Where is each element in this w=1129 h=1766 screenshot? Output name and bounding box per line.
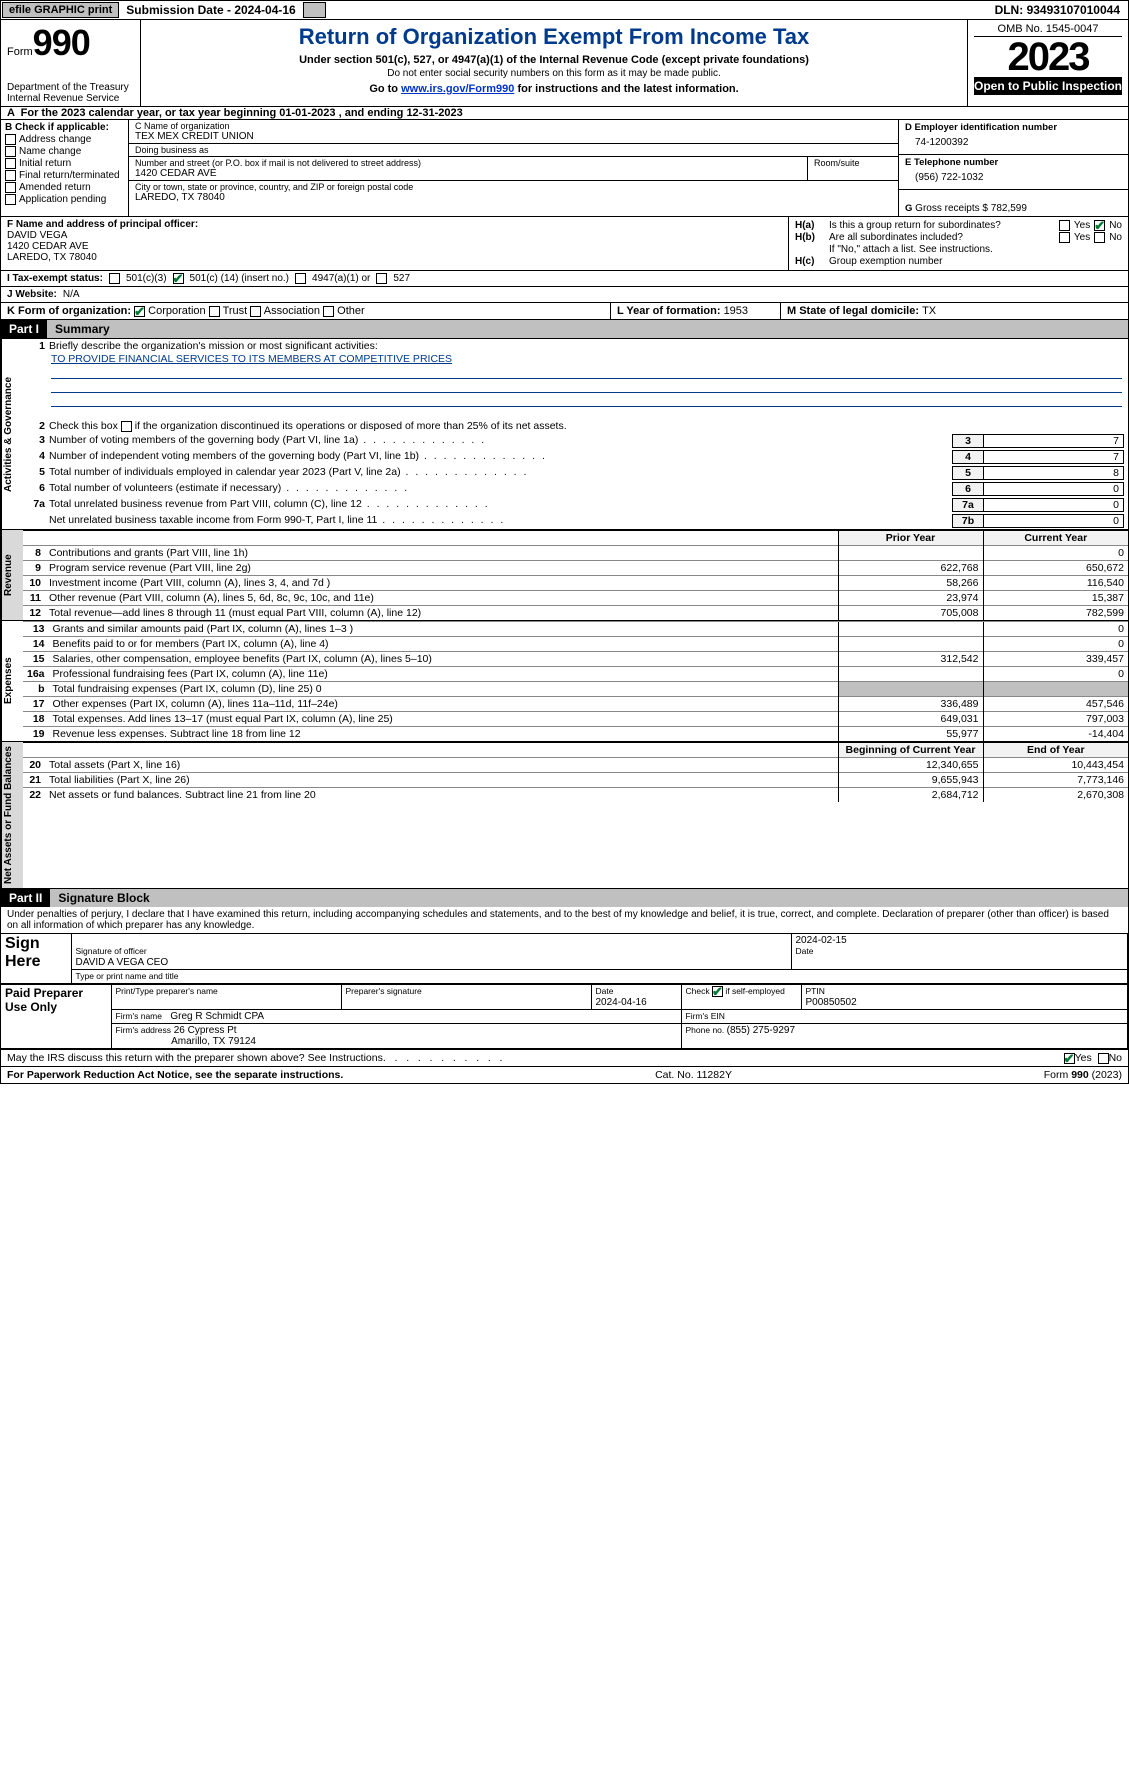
sign-here-table: Sign Here Signature of officerDAVID A VE… [1,933,1128,984]
paid-preparer-label: Paid Preparer Use Only [1,985,111,1049]
blank-button[interactable] [303,2,326,18]
block-fh: F Name and address of principal officer:… [1,216,1128,270]
subtitle: Under section 501(c), 527, or 4947(a)(1)… [147,54,961,66]
col-f: F Name and address of principal officer:… [1,217,788,270]
part-i-header: Part I Summary [1,319,1128,338]
vtab-governance: Activities & Governance [1,339,23,529]
self-employed-chk[interactable] [712,986,723,997]
revenue-table: Prior YearCurrent Year 8Contributions an… [23,530,1128,620]
dba-field: Doing business as [129,144,898,157]
form-number: 990 [33,22,90,63]
ha-yes[interactable] [1059,220,1070,231]
discuss-yes[interactable] [1064,1053,1075,1064]
street-field: Number and street (or P.O. box if mail i… [129,157,898,181]
efile-button[interactable]: efile GRAPHIC print [2,2,119,18]
line-k: K Form of organization: Corporation Trus… [1,303,611,319]
line-m: M State of legal domicile: TX [781,303,1128,319]
i-527[interactable] [376,273,387,284]
declaration-text: Under penalties of perjury, I declare th… [1,907,1128,933]
city-field: City or town, state or province, country… [129,181,898,204]
i-4947[interactable] [295,273,306,284]
hb-yes[interactable] [1059,232,1070,243]
net-assets-section: Net Assets or Fund Balances Beginning of… [1,741,1128,888]
col-c: C Name of organization TEX MEX CREDIT UN… [129,120,898,216]
k-assoc[interactable] [250,306,261,317]
expenses-table: 13Grants and similar amounts paid (Part … [23,621,1128,741]
form-header: Form990 Department of the Treasury Inter… [0,20,1129,107]
col-h: H(a)Is this a group return for subordina… [788,217,1128,270]
identity-section: A For the 2023 calendar year, or tax yea… [0,107,1129,1084]
year-box: OMB No. 1545-0047 2023 Open to Public In… [968,20,1128,106]
line-l: L Year of formation: 1953 [611,303,781,319]
vtab-net-assets: Net Assets or Fund Balances [1,742,23,888]
chk-name-change[interactable] [5,146,16,157]
open-inspection: Open to Public Inspection [974,77,1122,95]
chk-app-pending[interactable] [5,194,16,205]
paperwork-notice: For Paperwork Reduction Act Notice, see … [7,1069,343,1081]
org-name-field: C Name of organization TEX MEX CREDIT UN… [129,120,898,144]
activities-governance: Activities & Governance 1Briefly describ… [1,338,1128,529]
phone-field: E Telephone number (956) 722-1032 [899,155,1128,190]
hb-no[interactable] [1094,232,1105,243]
dln-label: DLN: 93493107010044 [995,3,1128,17]
tax-year: 2023 [974,37,1122,77]
ein-field: D Employer identification number 74-1200… [899,120,1128,155]
chk-address-change[interactable] [5,134,16,145]
main-title: Return of Organization Exempt From Incom… [147,24,961,50]
sign-here-label: Sign Here [1,934,71,984]
i-501c3[interactable] [109,273,120,284]
paid-preparer-table: Paid Preparer Use Only Print/Type prepar… [1,984,1128,1049]
part-ii-header: Part II Signature Block [1,888,1128,907]
chk-initial-return[interactable] [5,158,16,169]
irs-link[interactable]: www.irs.gov/Form990 [401,83,514,95]
form-id-box: Form990 Department of the Treasury Inter… [1,20,141,106]
footer: For Paperwork Reduction Act Notice, see … [1,1066,1128,1083]
submission-label: Submission Date - 2024-04-16 [120,3,301,17]
form-ref: Form 990 (2023) [1044,1069,1122,1081]
gross-receipts: G Gross receipts $ 782,599 [899,190,1128,216]
net-assets-table: Beginning of Current YearEnd of Year 20T… [23,742,1128,802]
k-corp[interactable] [134,306,145,317]
expenses-section: Expenses 13Grants and similar amounts pa… [1,620,1128,741]
line-j: J Website: N/A [1,286,1128,302]
discuss-row: May the IRS discuss this return with the… [1,1049,1128,1066]
title-box: Return of Organization Exempt From Incom… [141,20,968,106]
k-other[interactable] [323,306,334,317]
top-bar: efile GRAPHIC print Submission Date - 20… [0,0,1129,20]
block-bcdeg: B Check if applicable: Address change Na… [1,120,1128,216]
form-word: Form [7,46,33,58]
chk-amended-return[interactable] [5,182,16,193]
col-b: B Check if applicable: Address change Na… [1,120,129,216]
line-i: I Tax-exempt status: 501(c)(3) 501(c) (1… [1,270,1128,286]
mission-text: TO PROVIDE FINANCIAL SERVICES TO ITS MEM… [23,353,1128,365]
cat-no: Cat. No. 11282Y [655,1069,732,1081]
block-klm: K Form of organization: Corporation Trus… [1,302,1128,319]
line-a: A For the 2023 calendar year, or tax yea… [1,107,1128,120]
goto-line: Go to www.irs.gov/Form990 for instructio… [147,83,961,95]
i-501c[interactable] [173,273,184,284]
chk-final-return[interactable] [5,170,16,181]
l2-chk[interactable] [121,421,132,432]
vtab-revenue: Revenue [1,530,23,620]
dept-treasury: Department of the Treasury Internal Reve… [7,82,134,104]
ha-no[interactable] [1094,220,1105,231]
b-header: B Check if applicable: [5,122,124,133]
col-deg: D Employer identification number 74-1200… [898,120,1128,216]
vtab-expenses: Expenses [1,621,23,741]
ssn-note: Do not enter social security numbers on … [147,68,961,79]
k-trust[interactable] [209,306,220,317]
discuss-no[interactable] [1098,1053,1109,1064]
revenue-section: Revenue Prior YearCurrent Year 8Contribu… [1,529,1128,620]
